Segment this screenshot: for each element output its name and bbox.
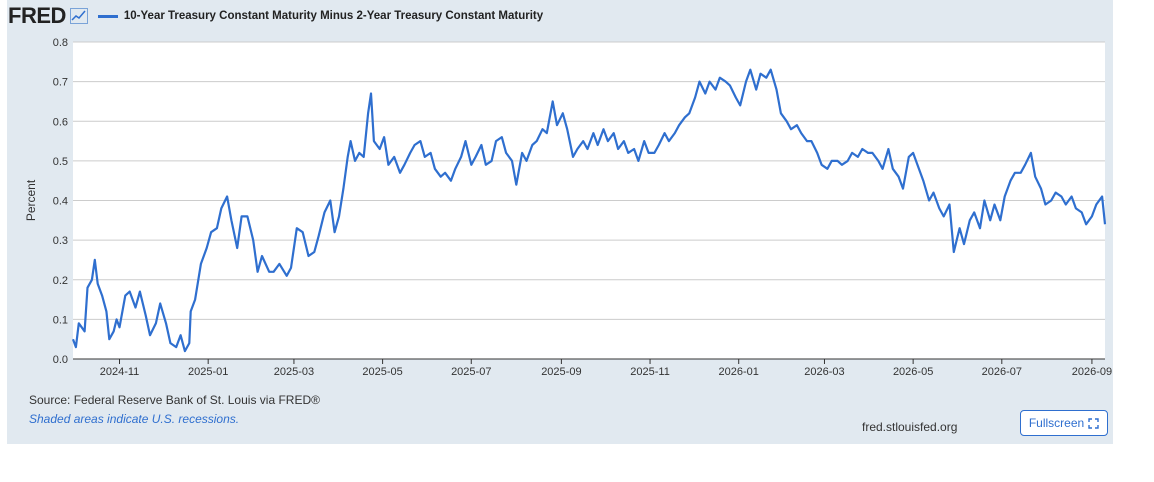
x-tick-label: 2026-09 [1072, 366, 1112, 378]
fullscreen-label: Fullscreen [1028, 416, 1085, 430]
x-tick-label: 2025-07 [451, 366, 491, 378]
x-tick-label: 2026-03 [804, 366, 844, 378]
y-tick-label: 0.5 [53, 156, 68, 168]
y-tick-label: 0.7 [53, 77, 68, 89]
line-chart-icon [69, 8, 88, 24]
x-tick-label: 2026-07 [982, 366, 1022, 378]
recession-note: Shaded areas indicate U.S. recessions. [29, 412, 240, 426]
y-tick-label: 0.1 [53, 314, 68, 326]
x-tick-label: 2026-01 [719, 366, 759, 378]
fred-logo[interactable]: FRED [8, 3, 66, 28]
y-tick-label: 0.2 [53, 275, 68, 287]
x-tick-label: 2025-05 [362, 366, 402, 378]
x-tick-label: 2025-09 [541, 366, 581, 378]
fullscreen-button[interactable]: Fullscreen [1020, 410, 1108, 436]
chart-header: FRED 10-Year Treasury Constant Maturity … [8, 3, 544, 28]
y-tick-label: 0.4 [53, 196, 68, 208]
x-tick-label: 2025-01 [188, 366, 228, 378]
y-tick-label: 0.0 [53, 354, 68, 366]
legend-swatch [97, 14, 118, 18]
series-line [71, 68, 1107, 353]
legend-series-label: 10-Year Treasury Constant Maturity Minus… [123, 10, 544, 22]
y-axis-label: Percent [24, 179, 38, 221]
y-tick-label: 0.6 [53, 116, 68, 128]
site-link[interactable]: fred.stlouisfed.org [862, 420, 958, 434]
y-tick-label: 0.3 [53, 235, 68, 247]
x-tick-label: 2026-05 [893, 366, 933, 378]
source-note: Source: Federal Reserve Bank of St. Loui… [29, 393, 320, 407]
expand-icon [1088, 417, 1099, 429]
x-tick-label: 2024-11 [100, 366, 140, 378]
x-tick-label: 2025-11 [630, 366, 670, 378]
y-tick-label: 0.8 [53, 37, 68, 49]
x-tick-label: 2025-03 [274, 366, 314, 378]
